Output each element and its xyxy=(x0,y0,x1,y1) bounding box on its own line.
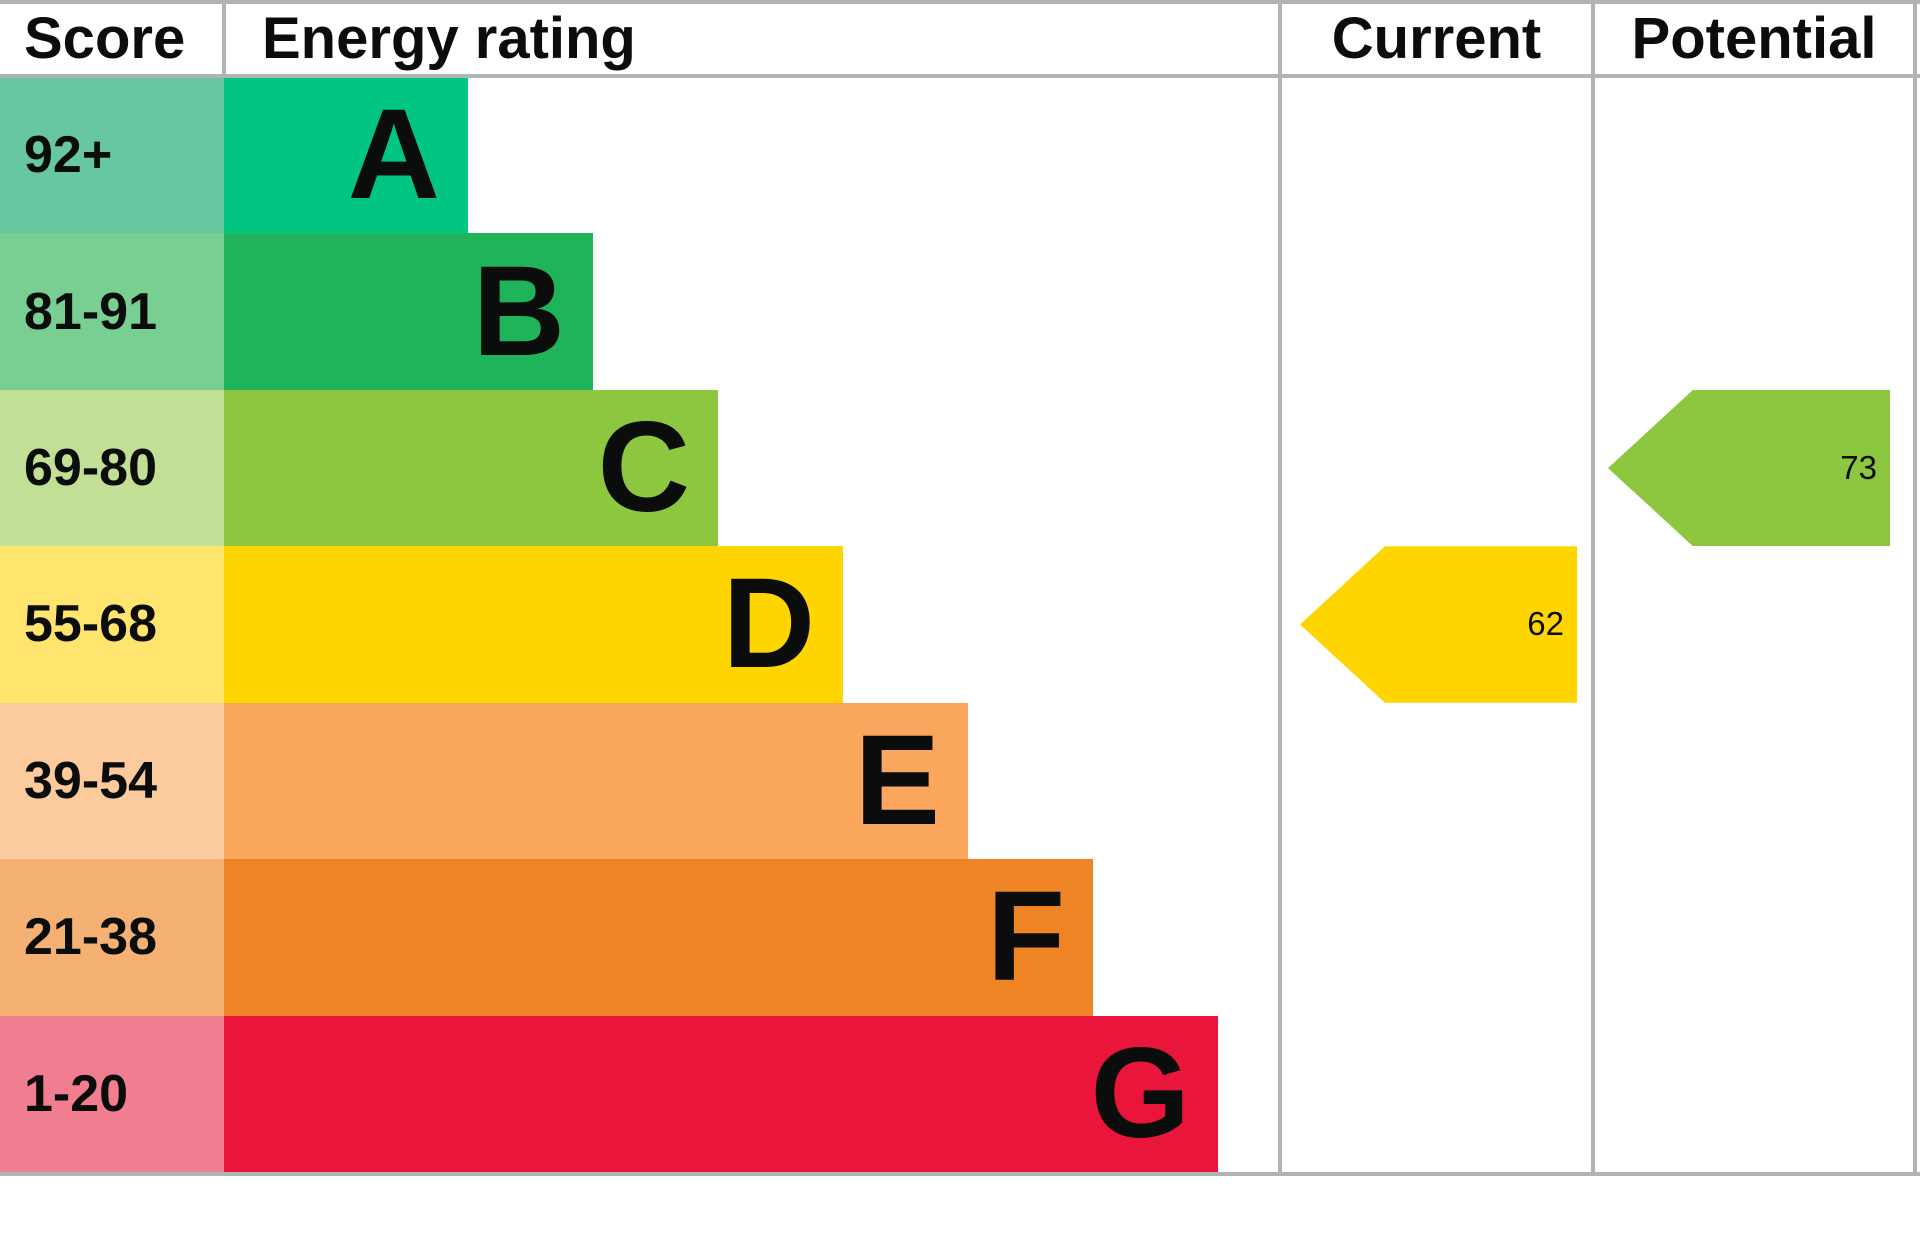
chart-header: Score Energy rating Current Potential xyxy=(0,0,1920,78)
score-range-f: 21-38 xyxy=(0,859,224,1016)
score-column-divider xyxy=(222,0,226,78)
right-border-line xyxy=(1913,0,1917,1176)
score-range-d: 55-68 xyxy=(0,546,224,703)
score-column-header: Score xyxy=(24,6,186,71)
rating-bar-c: C xyxy=(224,389,718,547)
rating-bar-b: B xyxy=(224,233,593,390)
band-row-g: 1-20 G xyxy=(0,1015,1920,1172)
score-range-g: 1-20 xyxy=(0,1015,224,1172)
rating-bar-f: F xyxy=(224,859,1093,1016)
score-range-e: 39-54 xyxy=(0,702,224,860)
band-row-b: 81-91 B xyxy=(0,233,1920,390)
score-range-c: 69-80 xyxy=(0,389,224,547)
header-divider-line xyxy=(0,74,1920,78)
band-row-d: 55-68 D xyxy=(0,546,1920,703)
band-row-a: 92+ A xyxy=(0,77,1920,234)
current-column-divider xyxy=(1278,0,1282,1176)
current-rating-value: 62 xyxy=(1527,605,1564,643)
current-column-header: Current xyxy=(1331,6,1542,71)
rating-bar-a: A xyxy=(224,77,468,234)
score-range-a: 92+ xyxy=(0,77,224,234)
band-row-e: 39-54 E xyxy=(0,702,1920,860)
score-range-b: 81-91 xyxy=(0,233,224,390)
rating-bar-d: D xyxy=(224,546,843,703)
band-rows: 92+ A 81-91 B 69-80 C 55-68 D 39-54 E 21… xyxy=(0,77,1920,1172)
bottom-border-line xyxy=(0,1172,1920,1176)
potential-rating-value: 73 xyxy=(1840,449,1877,487)
band-row-f: 21-38 F xyxy=(0,859,1920,1016)
band-row-c: 69-80 C xyxy=(0,389,1920,547)
energy-rating-column-header: Energy rating xyxy=(262,6,636,71)
potential-column-divider xyxy=(1591,0,1595,1176)
rating-bar-g: G xyxy=(224,1015,1218,1172)
top-border-line xyxy=(0,0,1920,4)
rating-bar-e: E xyxy=(224,702,968,860)
potential-column-header: Potential xyxy=(1631,6,1877,71)
